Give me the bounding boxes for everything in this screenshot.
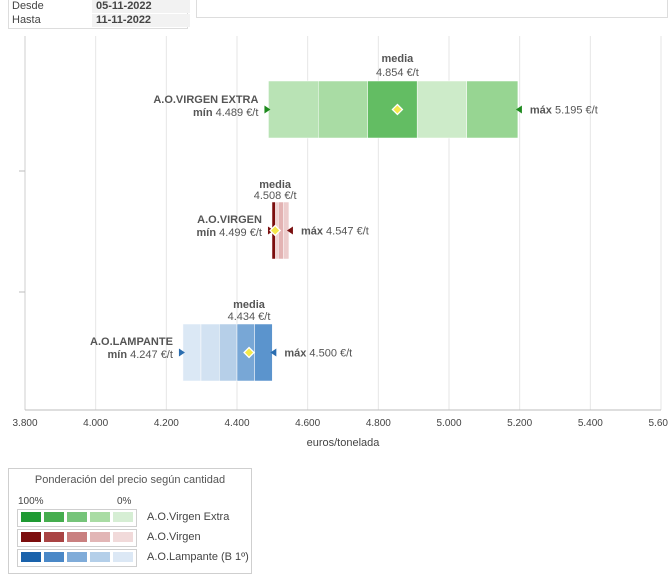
legend-swatch	[67, 532, 87, 542]
max-label-prefix: máx	[301, 226, 326, 238]
series-name-label: A.O.VIRGEN	[197, 214, 262, 226]
mean-marker	[391, 103, 404, 116]
desde-value[interactable]: 05-11-2022	[92, 0, 190, 13]
x-tick-label: 5.000	[436, 418, 461, 429]
mean-label: media	[233, 299, 266, 311]
legend-swatch	[21, 512, 41, 522]
hasta-row: Hasta 11-11-2022	[12, 14, 190, 27]
x-axis-title: euros/tonelada	[307, 437, 381, 449]
min-label-value: 4.499 €/t	[219, 227, 262, 239]
date-filter-box: Desde 05-11-2022 Hasta 11-11-2022	[8, 0, 190, 29]
x-tick-label: 3.800	[12, 418, 37, 429]
legend-swatch	[67, 552, 87, 562]
min-label-prefix: mín	[193, 107, 216, 119]
desde-row: Desde 05-11-2022	[12, 0, 190, 13]
max-label-value: 5.195 €/t	[555, 105, 598, 117]
legend-left-label: 100%	[18, 496, 44, 507]
legend-right-label: 0%	[117, 496, 132, 507]
series-name-label: A.O.LAMPANTE	[90, 336, 173, 348]
x-tick-label: 4.400	[224, 418, 249, 429]
max-label-value: 4.500 €/t	[309, 348, 352, 360]
mean-value-label: 4.854 €/t	[376, 67, 419, 79]
range-band	[318, 80, 368, 139]
series-name-label: A.O.VIRGEN EXTRA	[153, 94, 258, 106]
x-tick-label: 5.200	[507, 418, 532, 429]
legend-swatch	[90, 552, 110, 562]
legend-swatch	[113, 512, 133, 522]
legend-title: Ponderación del precio según cantidad	[34, 474, 226, 486]
hasta-label: Hasta	[12, 14, 41, 26]
desde-label: Desde	[12, 0, 44, 12]
legend-swatch	[113, 532, 133, 542]
min-value-label: mín 4.489 €/t	[193, 107, 258, 119]
legend-swatch	[113, 552, 133, 562]
range-band	[416, 80, 467, 139]
range-band	[268, 80, 319, 139]
range-band	[219, 323, 238, 382]
legend-swatch-group	[17, 549, 137, 567]
mean-value-label: 4.434 €/t	[228, 311, 271, 323]
legend-swatch	[21, 532, 41, 542]
range-band	[200, 323, 220, 382]
mean-marker	[269, 224, 282, 237]
hasta-value[interactable]: 11-11-2022	[92, 14, 190, 27]
max-value-label: máx 5.195 €/t	[530, 105, 598, 117]
mean-value-label: 4.508 €/t	[254, 190, 297, 202]
x-tick-label: 4.600	[295, 418, 320, 429]
mean-label: media	[259, 179, 292, 191]
mean-label: media	[382, 53, 415, 65]
min-label-value: 4.247 €/t	[130, 349, 173, 361]
x-tick-label: 4.800	[366, 418, 391, 429]
x-tick-label: 4.200	[154, 418, 179, 429]
legend: Ponderación del precio según cantidad 10…	[8, 468, 252, 574]
legend-swatch	[44, 532, 64, 542]
min-value-label: mín 4.247 €/t	[107, 349, 172, 361]
x-tick-label: 4.000	[83, 418, 108, 429]
price-range-chart: 3.800 4.000 4.200 4.400 4.600 4.800 5.000 5.200…	[12, 36, 668, 449]
legend-swatch-group	[17, 529, 137, 547]
range-band	[466, 80, 519, 139]
max-marker	[515, 105, 522, 114]
max-label-value: 4.547 €/t	[326, 226, 369, 238]
min-marker	[178, 348, 185, 357]
legend-series-name: A.O.Virgen	[147, 531, 201, 543]
legend-swatch	[44, 552, 64, 562]
x-tick-label: 5.600	[648, 418, 668, 429]
legend-swatch	[21, 552, 41, 562]
max-value-label: máx 4.500 €/t	[284, 348, 352, 360]
min-marker	[264, 105, 271, 114]
range-band	[254, 323, 273, 382]
max-value-label: máx 4.547 €/t	[301, 226, 369, 238]
max-marker	[286, 226, 293, 235]
max-label-prefix: máx	[530, 105, 555, 117]
range-band	[182, 323, 202, 382]
legend-swatch	[44, 512, 64, 522]
legend-swatch	[67, 512, 87, 522]
min-label-prefix: mín	[107, 349, 130, 361]
max-marker	[270, 348, 277, 357]
min-value-label: mín 4.499 €/t	[197, 227, 262, 239]
top-panel-frame	[196, 0, 668, 18]
x-tick-label: 5.400	[578, 418, 603, 429]
legend-swatch	[90, 532, 110, 542]
legend-series-name: A.O.Virgen Extra	[147, 511, 230, 523]
max-label-prefix: máx	[284, 348, 309, 360]
min-label-value: 4.489 €/t	[216, 107, 259, 119]
legend-swatch	[90, 512, 110, 522]
min-label-prefix: mín	[197, 227, 220, 239]
mean-marker	[243, 346, 255, 359]
legend-swatch-group	[17, 509, 137, 527]
legend-series-name: A.O.Lampante (B 1º)	[147, 551, 249, 563]
